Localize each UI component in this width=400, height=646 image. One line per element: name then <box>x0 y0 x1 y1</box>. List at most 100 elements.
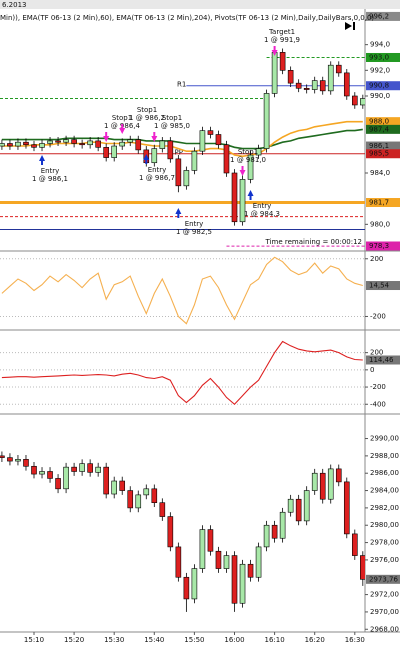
price-box-label: 988,0 <box>369 118 389 126</box>
candle-body <box>39 471 45 475</box>
time-remaining: Time remaining = 00:00:12 <box>265 238 362 246</box>
header-text: 6.2013 <box>2 1 27 9</box>
y-tick-label: 2978,00 <box>370 539 399 547</box>
candle-body <box>151 148 158 164</box>
candle-body <box>335 468 342 483</box>
candle-body <box>247 154 254 180</box>
candle-body <box>0 455 5 458</box>
price-box-label: 987,4 <box>369 125 390 133</box>
candle-body <box>319 80 326 92</box>
candle-body <box>103 466 109 495</box>
panel <box>0 256 365 325</box>
price-box-label: 978,3 <box>369 242 389 250</box>
candle-body <box>63 466 69 490</box>
y-tick-label: 2986,00 <box>370 469 399 477</box>
candle-body <box>271 52 278 94</box>
candle-body <box>335 64 342 74</box>
candle-body <box>199 529 206 569</box>
candle-body <box>143 488 150 496</box>
candle-body <box>223 555 230 569</box>
price-box-label: 986,1 <box>369 142 389 150</box>
price-box-label: 990,8 <box>369 82 389 90</box>
candle-body <box>279 511 286 539</box>
candle-body <box>71 466 77 472</box>
price-box <box>366 11 400 21</box>
price-box <box>366 52 400 62</box>
series-line <box>1 128 363 150</box>
candle-body <box>151 488 158 503</box>
level-name: R1 <box>177 81 186 89</box>
candle-body <box>119 141 126 147</box>
candle-body <box>135 494 142 509</box>
candle-body <box>15 459 21 462</box>
candle-body <box>295 82 302 89</box>
y-tick-label: 200 <box>370 349 383 357</box>
candle-body <box>327 64 334 92</box>
chart-title: Min)), EMA(TF 06-13 (2 Min),60), EMA(TF … <box>0 14 374 22</box>
x-tick-label: 16:20 <box>305 636 325 644</box>
candle-body <box>0 143 5 147</box>
candle-body <box>111 145 117 158</box>
candle-body <box>7 457 13 462</box>
candle-body <box>271 524 278 539</box>
annotation-text: Entry <box>148 166 167 174</box>
x-tick-label: 16:30 <box>345 636 365 644</box>
header-bar <box>0 0 400 9</box>
candle-body <box>183 576 190 600</box>
candle-body <box>175 158 182 187</box>
annotation-text: 1 @ 985,0 <box>154 122 190 130</box>
candle-body <box>231 172 238 223</box>
candle-body <box>215 134 222 146</box>
annotation-text: Stop1 <box>238 148 258 156</box>
price-box <box>366 198 400 208</box>
x-tick-label: 15:40 <box>144 636 164 644</box>
price-box-label: 2973,76 <box>369 575 398 583</box>
price-box <box>366 241 400 251</box>
x-tick-label: 16:00 <box>224 636 244 644</box>
y-tick-label: 2988,00 <box>370 452 399 460</box>
y-tick-label: 2984,00 <box>370 487 399 495</box>
candle-body <box>215 550 222 569</box>
y-tick-label: -200 <box>370 383 386 391</box>
annotation-text: 1 @ 982,5 <box>176 228 212 236</box>
candle-body <box>287 70 294 84</box>
candle-body <box>327 468 334 500</box>
candle-body <box>111 480 117 495</box>
price-box-label: 114,46 <box>369 356 394 364</box>
price-box-label: 996,2 <box>369 12 389 20</box>
candle-body <box>303 490 310 522</box>
y-tick-label: 2968,00 <box>370 625 399 633</box>
y-tick-label: 990,0 <box>370 92 390 100</box>
candle-body <box>159 502 166 517</box>
annotation-text: Stop1 <box>112 114 132 122</box>
candle-body <box>39 143 45 148</box>
y-tick-label: 994,0 <box>370 41 390 49</box>
y-tick-label: 2970,00 <box>370 608 399 616</box>
candle-body <box>223 144 230 174</box>
price-box <box>366 149 400 159</box>
candle-body <box>255 148 262 156</box>
annotation-text: 1 @ 984,3 <box>244 210 280 218</box>
candle-body <box>31 144 37 148</box>
entry-arrow <box>39 155 46 165</box>
candle-body <box>255 546 262 578</box>
panel <box>0 451 365 612</box>
candle-body <box>63 139 69 143</box>
candle-body <box>287 498 294 513</box>
price-box <box>366 117 400 127</box>
level-name: PP <box>175 149 183 157</box>
price-box <box>366 81 400 91</box>
candle-body <box>31 465 37 475</box>
candle-body <box>55 140 61 143</box>
candle-body <box>191 568 198 600</box>
candle-body <box>311 80 318 90</box>
candle-body <box>175 546 182 578</box>
candle-body <box>319 472 326 500</box>
y-tick-label: 2972,00 <box>370 591 399 599</box>
series-line <box>1 120 363 158</box>
candle-body <box>103 147 109 158</box>
annotation-text: Stop1 <box>137 106 157 114</box>
price-box <box>366 281 400 291</box>
